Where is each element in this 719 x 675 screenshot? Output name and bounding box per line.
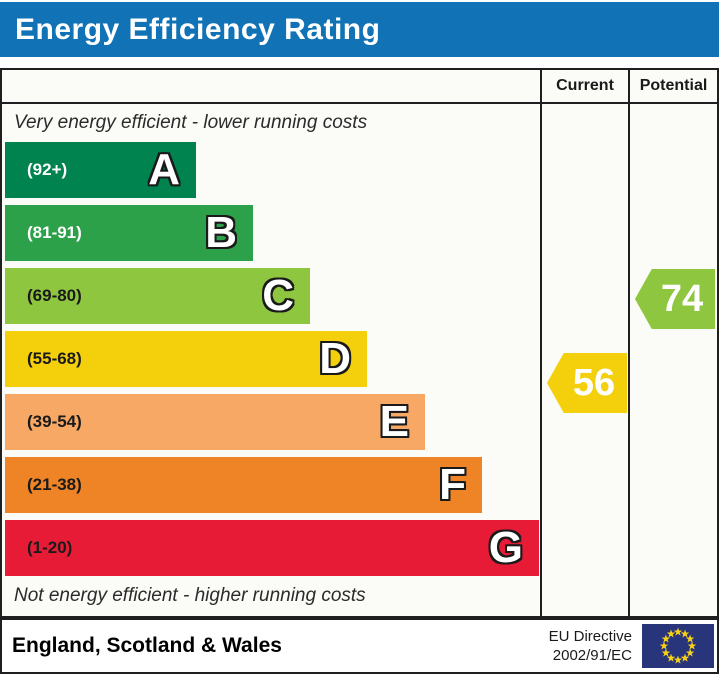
- band-range-label: (21-38): [27, 475, 82, 494]
- band-range-label: (1-20): [27, 538, 73, 557]
- epc-band-G: (1-20) G: [5, 520, 539, 576]
- footer-bar: England, Scotland & Wales EU Directive 2…: [0, 618, 719, 674]
- header-empty-cell: [2, 70, 540, 104]
- epc-band-F: (21-38) F: [5, 457, 482, 513]
- epc-chart-area: Very energy efficient - lower running co…: [2, 104, 540, 616]
- current-column-body: 56: [540, 104, 628, 616]
- potential-column-header: Potential: [628, 70, 717, 104]
- rating-table: Current Potential Very energy efficient …: [0, 68, 719, 618]
- band-range-label: (69-80): [27, 286, 82, 305]
- band-letter: E: [379, 397, 409, 446]
- epc-band-B: (81-91) B: [5, 205, 253, 261]
- epc-band-E: (39-54) E: [5, 394, 425, 450]
- title-banner: Energy Efficiency Rating: [0, 2, 719, 57]
- bottom-note: Not energy efficient - higher running co…: [14, 585, 366, 606]
- potential-column-body: 74: [628, 104, 717, 616]
- eu-directive-line1: EU Directive: [548, 627, 632, 645]
- epc-band-C: (69-80) C: [5, 268, 310, 324]
- band-letter: B: [205, 208, 237, 257]
- band-letter: A: [148, 145, 180, 194]
- band-range-label: (81-91): [27, 223, 82, 242]
- page-title: Energy Efficiency Rating: [15, 12, 381, 46]
- potential-rating-marker: 74: [635, 269, 715, 329]
- band-letter: G: [488, 523, 523, 572]
- band-range-label: (92+): [27, 160, 68, 179]
- eu-flag-icon: [642, 624, 714, 668]
- band-letter: F: [439, 460, 466, 509]
- band-range-label: (55-68): [27, 349, 82, 368]
- epc-bands: (92+) A (81-91) B (69-80) C (55-68) D (39-54) E (2…: [5, 142, 540, 576]
- current-rating-marker: 56: [547, 353, 627, 413]
- eu-directive-label: EU Directive 2002/91/EC: [549, 627, 632, 666]
- top-note: Very energy efficient - lower running co…: [14, 112, 368, 133]
- region-label: England, Scotland & Wales: [12, 634, 282, 657]
- band-letter: C: [262, 271, 294, 320]
- epc-band-A: (92+) A: [5, 142, 196, 198]
- eu-directive-line2: 2002/91/EC: [552, 647, 632, 664]
- epc-band-D: (55-68) D: [5, 331, 367, 387]
- current-column-header: Current: [540, 70, 628, 104]
- band-range-label: (39-54): [27, 412, 82, 431]
- band-letter: D: [319, 334, 351, 383]
